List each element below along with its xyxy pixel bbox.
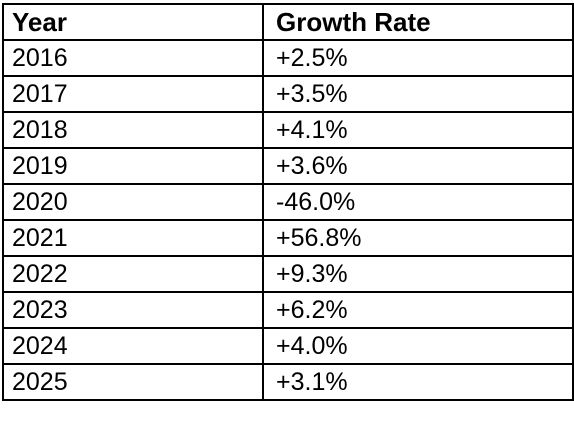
year-cell: 2025: [2, 363, 264, 401]
growth-rate-cell: +3.6%: [262, 147, 574, 185]
growth-rate-cell: +9.3%: [262, 255, 574, 293]
table-row: 2017 +3.5%: [2, 75, 574, 113]
growth-rate-cell: +3.1%: [262, 363, 574, 401]
growth-rate-cell: -46.0%: [262, 183, 574, 221]
year-cell: 2019: [2, 147, 264, 185]
table-row: 2025 +3.1%: [2, 363, 574, 401]
growth-rate-cell: +3.5%: [262, 75, 574, 113]
growth-rate-table: Year Growth Rate 2016 +2.5% 2017 +3.5% 2…: [2, 3, 574, 401]
growth-rate-cell: +56.8%: [262, 219, 574, 257]
table-row: 2018 +4.1%: [2, 111, 574, 149]
year-cell: 2020: [2, 183, 264, 221]
header-growth-rate: Growth Rate: [262, 3, 574, 41]
table-row: 2016 +2.5%: [2, 39, 574, 77]
table-body: 2016 +2.5% 2017 +3.5% 2018 +4.1% 2019 +3…: [2, 39, 574, 401]
table-row: 2019 +3.6%: [2, 147, 574, 185]
growth-rate-cell: +4.1%: [262, 111, 574, 149]
table-header: Year Growth Rate: [2, 3, 574, 41]
table-row: 2024 +4.0%: [2, 327, 574, 365]
table-row: 2023 +6.2%: [2, 291, 574, 329]
year-cell: 2018: [2, 111, 264, 149]
growth-rate-cell: +6.2%: [262, 291, 574, 329]
table-row: 2022 +9.3%: [2, 255, 574, 293]
growth-rate-cell: +2.5%: [262, 39, 574, 77]
year-cell: 2016: [2, 39, 264, 77]
header-row: Year Growth Rate: [2, 3, 574, 41]
table-row: 2020 -46.0%: [2, 183, 574, 221]
year-cell: 2024: [2, 327, 264, 365]
year-cell: 2023: [2, 291, 264, 329]
year-cell: 2017: [2, 75, 264, 113]
growth-rate-cell: +4.0%: [262, 327, 574, 365]
year-cell: 2021: [2, 219, 264, 257]
header-year: Year: [2, 3, 264, 41]
table-row: 2021 +56.8%: [2, 219, 574, 257]
year-cell: 2022: [2, 255, 264, 293]
